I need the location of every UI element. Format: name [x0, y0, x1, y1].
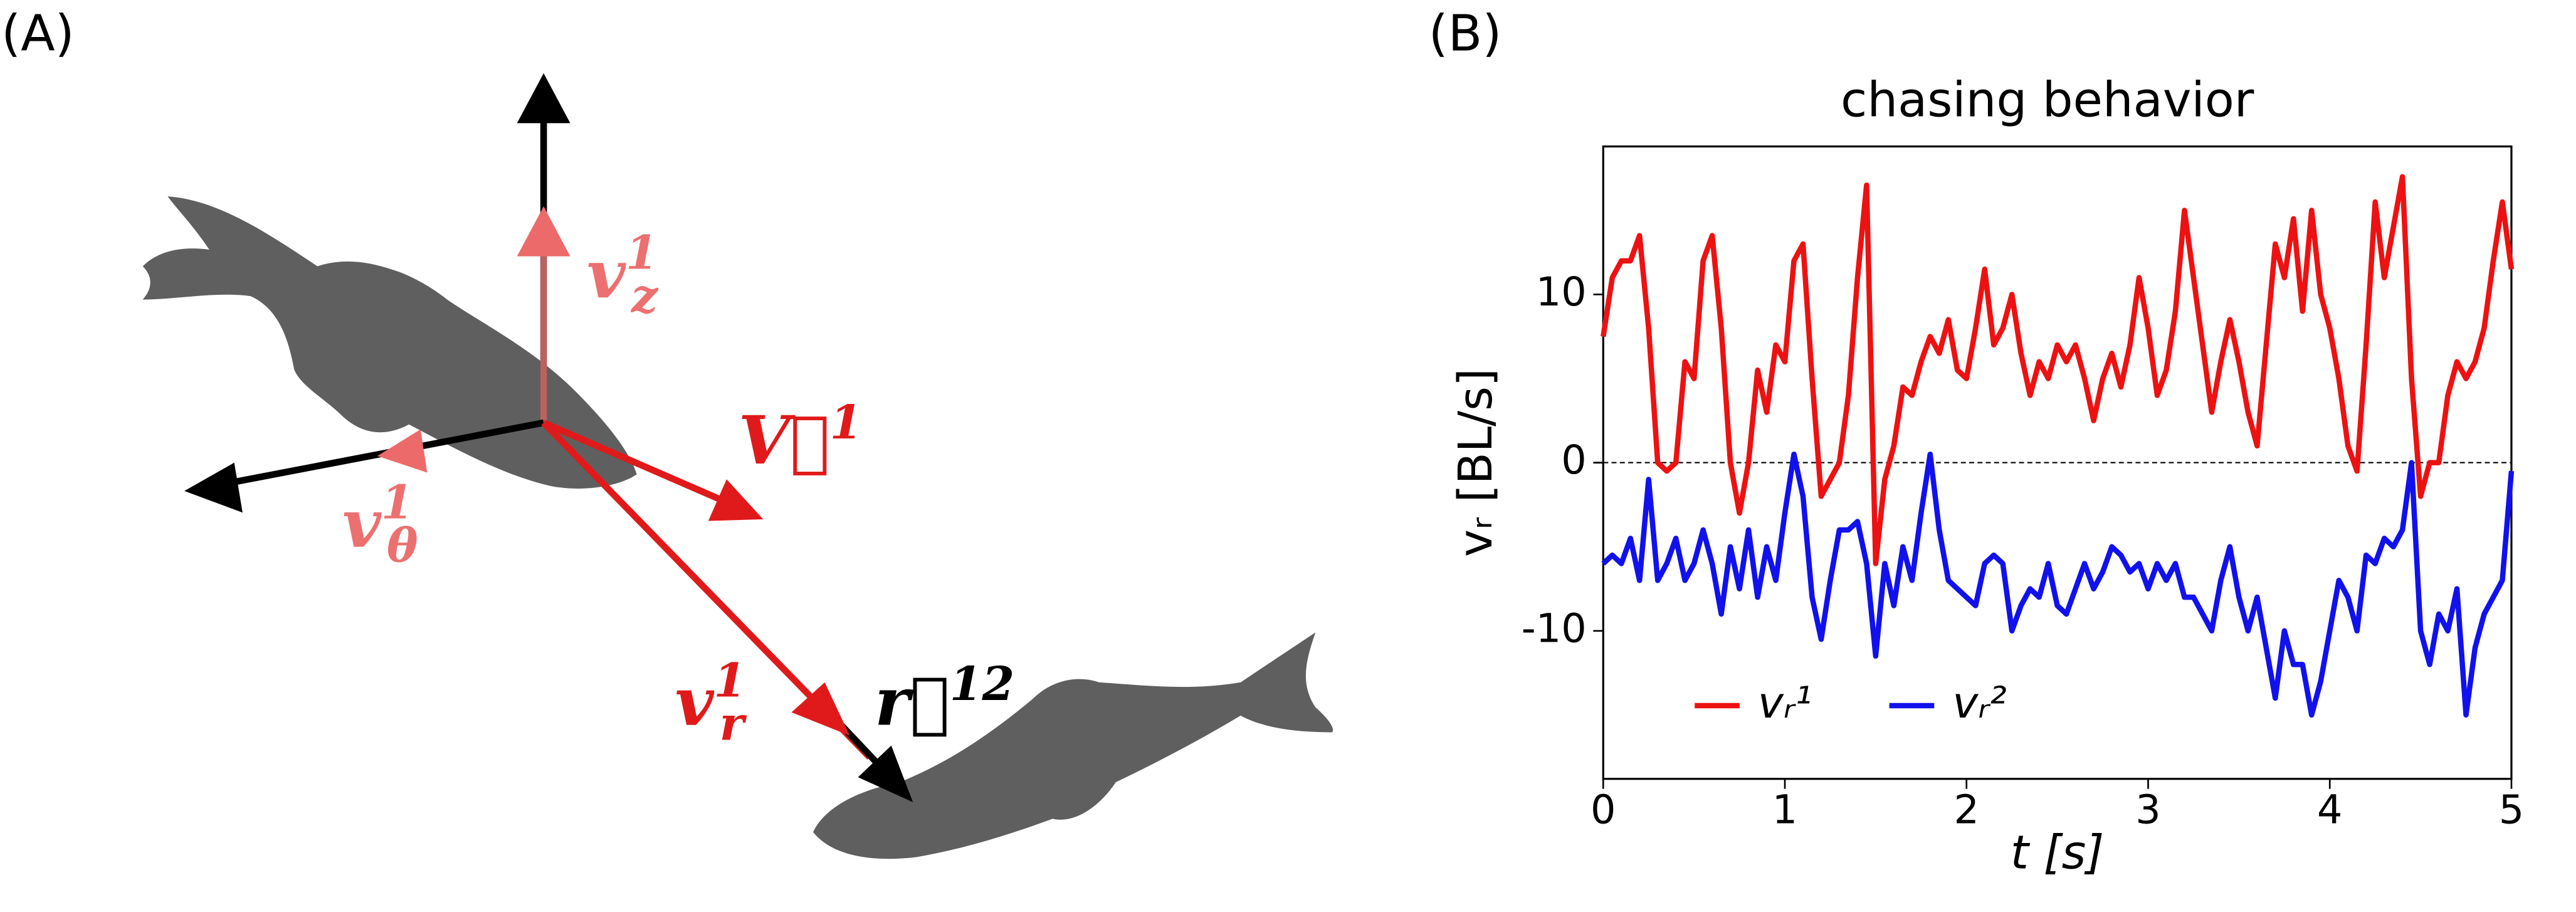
- label-sup: 1: [830, 395, 863, 450]
- chart-title: chasing behavior: [1841, 72, 2254, 128]
- label-sub: θ: [387, 517, 418, 573]
- x-axis-label: t [s]: [2011, 825, 2104, 879]
- y-tick-label: -10: [1522, 605, 1587, 652]
- y-axis-label: vᵣ [BL/s]: [1448, 368, 1503, 557]
- x-tick-label: 0: [1590, 787, 1616, 833]
- arrows: [184, 73, 913, 802]
- line-series: [1601, 174, 2515, 566]
- label-sup: 1: [713, 652, 746, 708]
- legend-label: vᵣ²: [1952, 678, 2006, 728]
- arrow-head: [517, 206, 570, 257]
- arrow-head: [791, 682, 850, 736]
- x-tick-label: 2: [1954, 787, 1980, 833]
- line-series: [1601, 451, 2515, 718]
- y-tick-label: 10: [1536, 269, 1587, 315]
- panel-label: (A): [1, 4, 75, 62]
- label-base: v: [587, 235, 626, 313]
- arrow-head: [184, 462, 243, 513]
- x-tick-label: 4: [2317, 787, 2343, 833]
- fish: [142, 196, 637, 489]
- x-tick-label: 5: [2499, 787, 2525, 833]
- arrow-head: [858, 745, 913, 802]
- legend-label: vᵣ¹: [1758, 678, 1812, 728]
- label-base: r⃗: [875, 662, 950, 741]
- arrow-head: [377, 429, 428, 473]
- label-sup: 12: [950, 655, 1014, 711]
- label-base: v: [342, 484, 382, 563]
- x-tick-label: 3: [2135, 787, 2161, 833]
- arrow-head: [517, 73, 570, 124]
- label-sup: 1: [381, 474, 414, 529]
- label-base: V⃗: [739, 401, 830, 480]
- y-tick-label: 0: [1561, 437, 1587, 484]
- label-sup: 1: [626, 225, 658, 280]
- label-vz: v1 z: [587, 225, 659, 323]
- label-vtheta: v1 θ: [342, 474, 418, 573]
- fish: [812, 632, 1333, 859]
- label-vr: v1 r: [675, 652, 747, 751]
- arrow-head: [708, 479, 764, 521]
- label-V: V⃗1: [739, 395, 863, 480]
- label-base: v: [675, 662, 715, 741]
- label-r: r⃗12: [875, 655, 1014, 741]
- label-sub: r: [720, 696, 747, 751]
- panel-label: (B): [1429, 4, 1502, 62]
- x-tick-label: 1: [1772, 787, 1798, 833]
- label-sub: z: [630, 268, 659, 323]
- diagram: v1 z V⃗1 v1 θ v1 r r⃗12: [142, 73, 1333, 859]
